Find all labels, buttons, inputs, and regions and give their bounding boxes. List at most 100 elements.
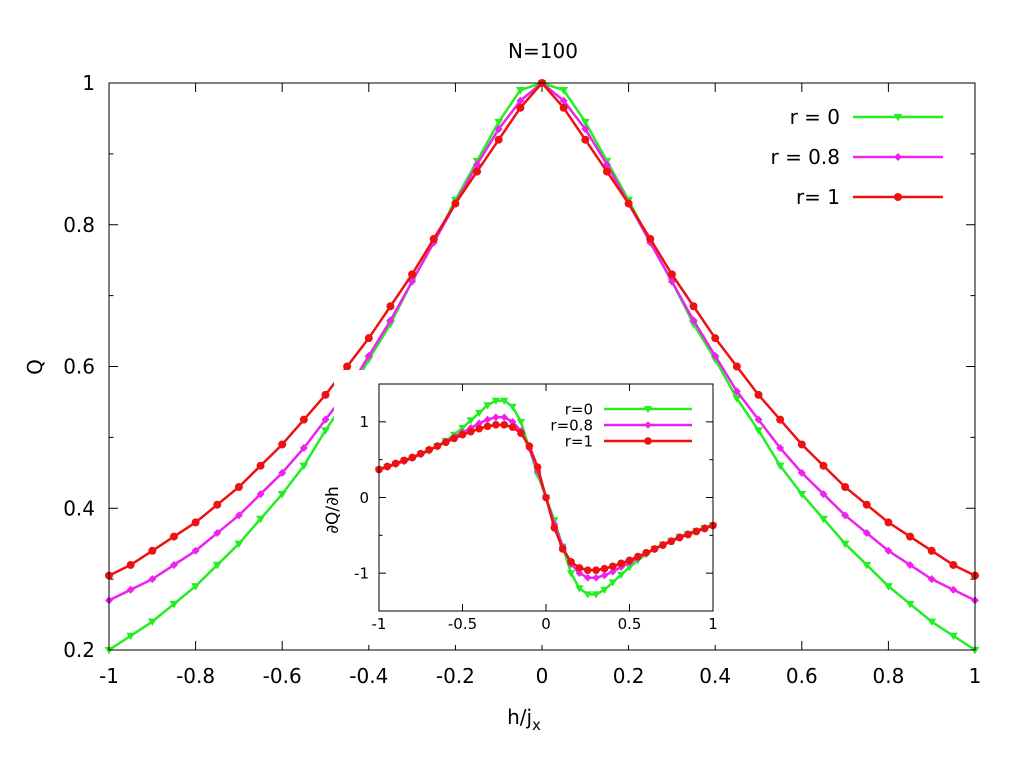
inset-y-tick-label: 0 [359,489,369,507]
inset-plot: ∂Q/∂h -1 -0.5 0 0.5 1 -1 0 1 r=0r=0.8r=1 [323,370,720,645]
inset-data-point [600,564,609,573]
inset-data-point [483,402,492,410]
inset-data-point [450,434,458,443]
data-point [299,462,309,471]
data-point [147,618,157,627]
x-tick-label: -0.8 [176,664,215,688]
data-point [321,390,330,399]
inset-data-point [400,456,408,465]
inset-data-point [533,463,542,472]
inset-data-point [492,421,500,429]
inset-data-point [692,527,701,536]
inset-data-point [542,493,550,502]
data-point [624,199,633,208]
inset-data-point [475,409,484,417]
data-point [776,444,785,453]
data-point [927,546,936,555]
data-point [299,444,308,453]
inset-data-point [583,566,592,574]
data-point [429,234,438,243]
data-point [754,390,763,399]
inset-y-tick-labels: -1 0 1 [354,413,369,582]
data-point [949,585,958,594]
data-point [948,632,958,641]
data-point [191,583,200,591]
inset-data-point [458,430,467,439]
inset-data-point [667,537,676,546]
x-axis-label: h/jx [507,705,541,734]
legend-label: r = 0.8 [770,145,840,169]
inset-x-tick-label: 0 [541,615,551,633]
inset-background [334,370,720,645]
data-point [754,427,763,435]
inset-series-group [374,397,718,599]
data-point [386,302,395,311]
legend: r = 0 r = 0.8 r= 1 [770,105,943,209]
legend-label: r= 1 [796,185,840,209]
inset-data-point [625,556,634,565]
y-tick-label: 1 [82,71,95,95]
data-point [797,490,807,499]
data-point [819,461,828,470]
x-tick-label: 0.6 [786,664,818,688]
legend-marker [894,193,902,201]
inset-data-point [475,419,483,428]
inset-legend-label: r=0 [565,400,593,418]
inset-legend-label: r=1 [565,432,593,450]
data-point [473,167,482,176]
data-point [884,583,893,591]
y-tick-label: 0.6 [63,355,95,379]
data-point [667,270,676,279]
inset-data-point [592,566,600,574]
inset-data-point [500,397,509,405]
inset-data-point [583,591,592,599]
data-point [905,600,915,609]
inset-x-tick-label: -1 [372,615,387,633]
inset-data-point [466,417,476,425]
inset-y-axis-label: ∂Q/∂h [323,486,343,533]
x-tick-label: 0 [536,664,549,688]
data-point [494,125,503,134]
inset-data-point [575,569,584,577]
inset-data-point [500,421,509,429]
inset-data-point [583,573,592,582]
inset-data-point [608,579,617,587]
inset-data-point [483,422,492,431]
data-point [299,415,308,424]
inset-data-point [634,552,642,561]
inset-data-point [517,429,525,437]
data-point [797,440,806,449]
data-point [732,362,741,371]
data-point [819,490,828,499]
data-point [494,118,504,127]
inset-plot-frame [378,383,714,612]
data-point [213,500,222,509]
inset-data-point [625,564,634,572]
data-point [494,135,503,144]
data-point [234,540,244,549]
x-tick-label: -0.4 [349,664,388,688]
data-point [321,415,330,424]
legend-label: r = 0 [790,105,840,129]
data-point [256,461,265,470]
inset-x-tick-label: 1 [708,615,718,633]
plot-frame [108,82,976,651]
data-point [732,395,742,403]
inset-data-point [475,424,484,433]
legend-item: r= 1 [796,185,943,209]
data-point [343,362,352,371]
data-point [191,546,200,555]
data-point [884,518,893,527]
inset-data-point [675,533,684,542]
inset-data-point [600,586,609,594]
data-point [212,561,222,570]
y-tick-label: 0.2 [63,638,95,662]
inset-legend-label: r=0.8 [550,416,593,434]
x-axis-label-subscript: x [532,716,541,734]
legend-item: r = 0 [790,105,943,129]
inset-data-point [508,403,517,411]
data-point [581,125,590,134]
data-point [169,560,178,569]
data-point [906,532,915,541]
